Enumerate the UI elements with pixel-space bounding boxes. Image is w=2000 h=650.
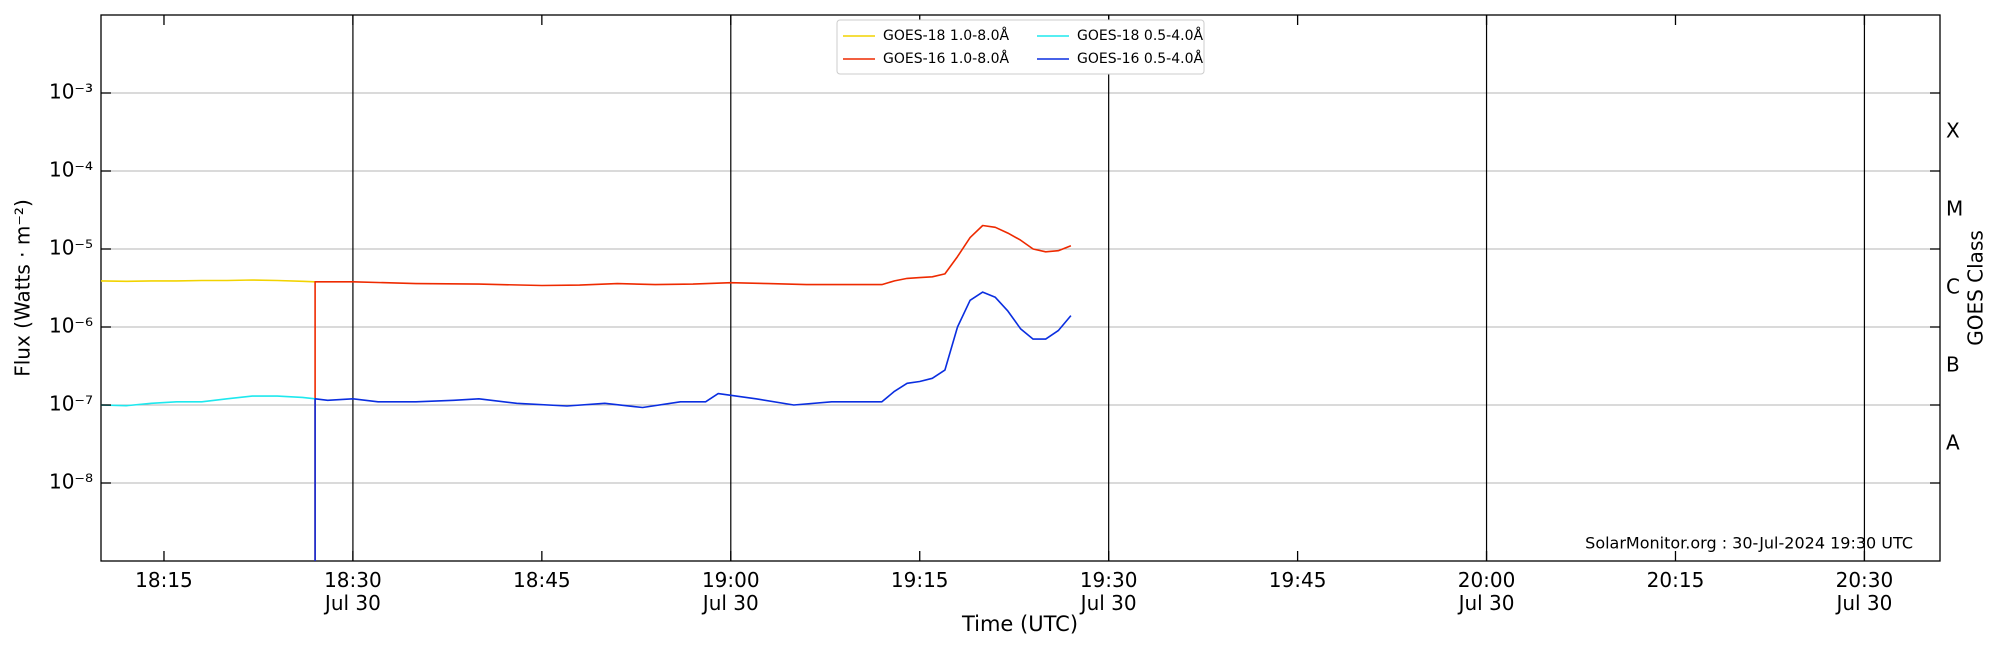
- y-tick-label: 10⁻⁶: [49, 314, 93, 338]
- series-line: [100, 395, 316, 407]
- y-axis-label: Flux (Watts · m⁻²): [11, 199, 35, 377]
- legend-label: GOES-18 0.5-4.0Å: [1077, 27, 1203, 44]
- series-line: [314, 224, 1072, 561]
- x-tick-label: 19:45: [1268, 568, 1327, 592]
- legend: GOES-18 1.0-8.0Å GOES-16 1.0-8.0Å GOES-18 …: [836, 19, 1205, 75]
- x-tick-label: 19:15: [890, 568, 949, 592]
- series-line: [314, 291, 1072, 561]
- class-label: B: [1946, 353, 1960, 377]
- x-tick-label: 18:45: [513, 568, 571, 592]
- annotation: SolarMonitor.org : 30-Jul-2024 19:30 UTC: [1585, 534, 1913, 553]
- x-tick-label: 20:30 Jul 30: [1835, 568, 1894, 615]
- y-tick-label: 10⁻⁴: [49, 158, 93, 182]
- class-label: A: [1946, 431, 1960, 455]
- x-tick-label: 20:15: [1646, 568, 1705, 592]
- plot-area: [100, 15, 1940, 561]
- x-tick-label: 19:30 Jul 30: [1079, 568, 1138, 615]
- y-tick-label: 10⁻⁵: [49, 236, 93, 260]
- x-tick-label: 20:00 Jul 30: [1457, 568, 1516, 615]
- legend-box: [836, 19, 1205, 75]
- legend-label: GOES-16 0.5-4.0Å: [1077, 50, 1203, 67]
- x-axis-label: Time (UTC): [961, 612, 1078, 636]
- y-tick-label: 10⁻⁷: [49, 392, 93, 416]
- class-label: C: [1946, 275, 1960, 299]
- class-label: X: [1946, 119, 1960, 143]
- y-tick-label: 10⁻⁸: [49, 470, 93, 494]
- y2-axis-label: GOES Class: [1964, 230, 1988, 346]
- series-line: [100, 279, 316, 283]
- class-label: M: [1946, 197, 1963, 221]
- x-tick-label: 18:15: [135, 568, 193, 592]
- y-tick-label: 10⁻³: [49, 80, 93, 104]
- legend-label: GOES-16 1.0-8.0Å: [883, 50, 1009, 67]
- legend-label: GOES-18 1.0-8.0Å: [883, 27, 1009, 44]
- plot-frame: [100, 14, 1941, 562]
- x-tick-label: 18:30 Jul 30: [324, 568, 382, 615]
- x-tick-label: 19:00 Jul 30: [701, 568, 760, 615]
